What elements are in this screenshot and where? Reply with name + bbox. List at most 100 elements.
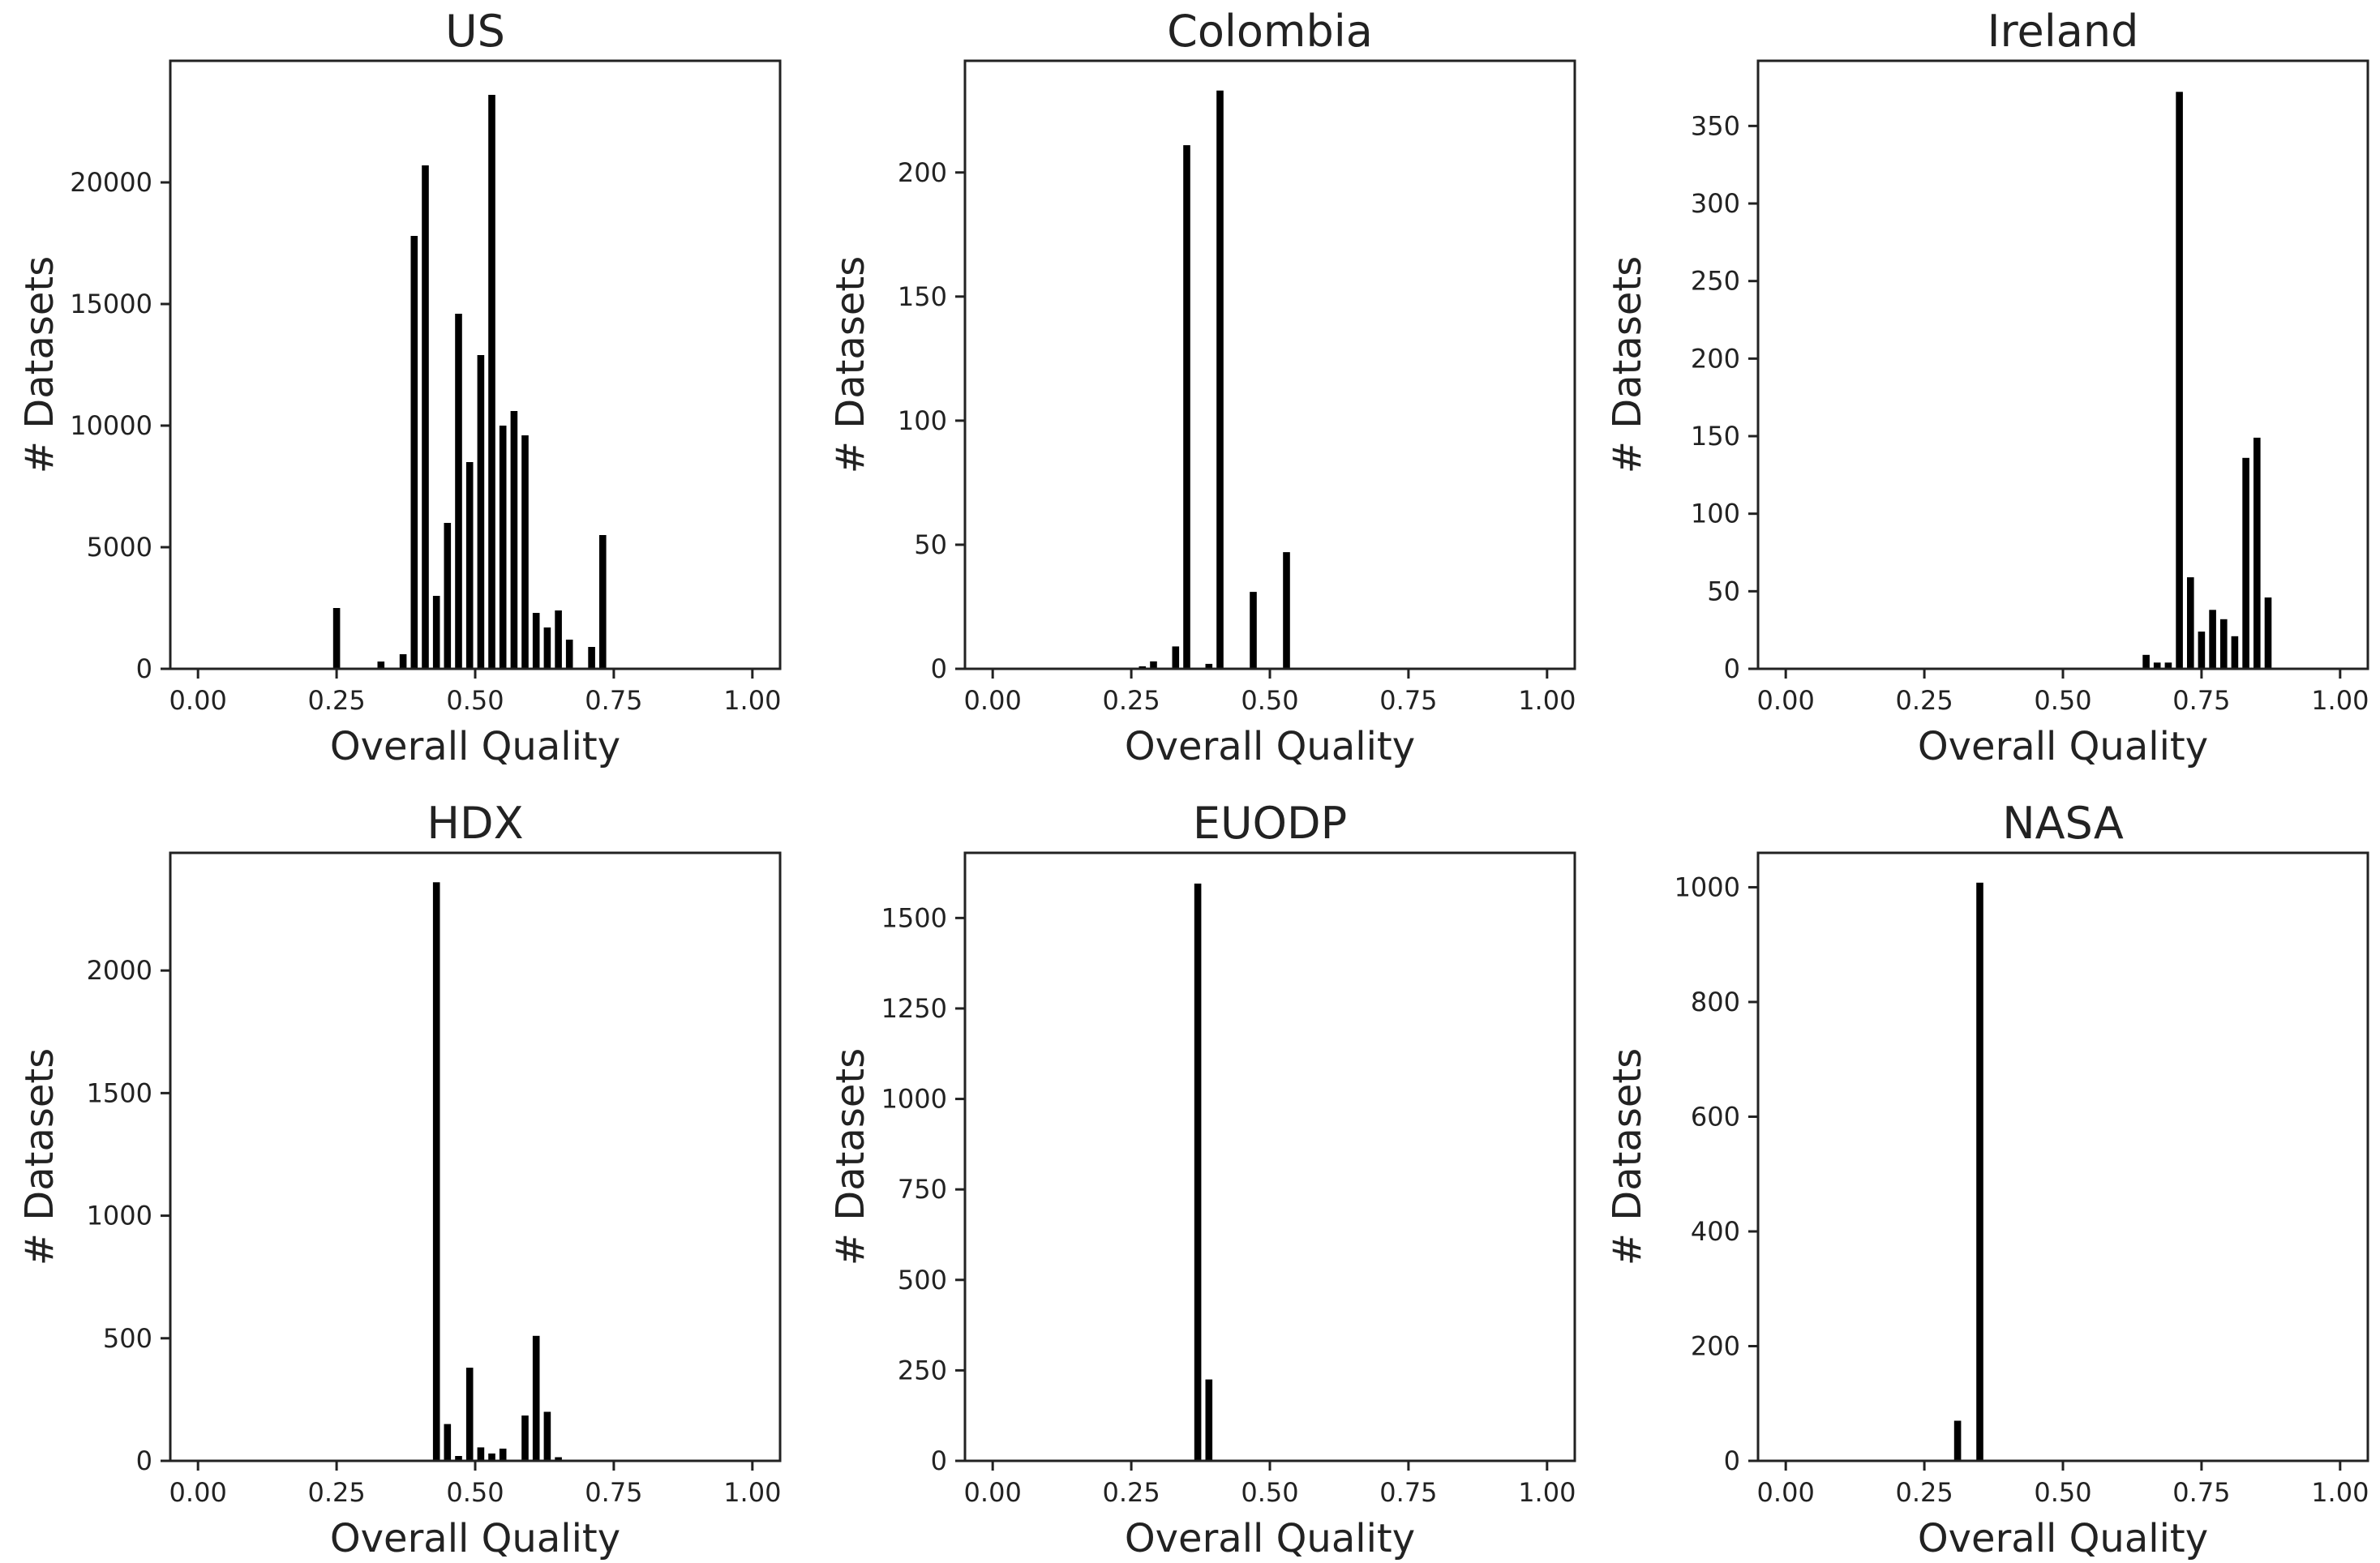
chart-2-ireland-y-tick-label: 100 (1691, 499, 1740, 529)
chart-4-euodp-plot-frame (963, 851, 1576, 1462)
chart-1-colombia-x-tick-label: 0.50 (1241, 685, 1298, 716)
chart-1-colombia-x-tick-label: 0.25 (1102, 685, 1160, 716)
chart-3-hdx-y-tick-label: 2000 (87, 955, 152, 986)
chart-4-euodp-title: EUODP (1193, 798, 1347, 849)
chart-1-colombia-x-axis-label: Overall Quality (1125, 724, 1415, 769)
chart-0-us-y-tick-label: 0 (136, 653, 152, 684)
chart-3-hdx-y-tick-label: 500 (103, 1323, 152, 1354)
chart-0-us-y-tick-label: 5000 (87, 532, 152, 563)
chart-2-ireland-x-axis-label: Overall Quality (1918, 724, 2208, 769)
chart-4-euodp-y-tick-label: 1250 (881, 993, 947, 1024)
chart-3-hdx-y-tick-label: 1500 (87, 1077, 152, 1108)
chart-4-euodp-y-tick-label: 1500 (881, 902, 947, 933)
chart-3-hdx-y-tick-label: 1000 (87, 1201, 152, 1231)
chart-2-ireland-bar (2153, 662, 2161, 669)
chart-5-nasa-y-axis-label: # Datasets (1605, 1048, 1650, 1265)
chart-5-nasa-x-tick-label: 0.00 (1757, 1477, 1815, 1508)
chart-0-us-bar (422, 165, 429, 669)
chart-5-nasa-y-tick-label: 600 (1691, 1101, 1740, 1132)
chart-2-ireland-x-tick-label: 0.00 (1757, 685, 1815, 716)
chart-2-ireland-bar (2142, 654, 2150, 669)
chart-0-us-bar (410, 236, 418, 669)
chart-0-us-x-tick-label: 0.00 (169, 685, 227, 716)
chart-2-ireland-title: Ireland (1988, 6, 2139, 57)
chart-2-ireland-plot-frame (1756, 59, 2369, 670)
chart-2-ireland-y-tick-label: 300 (1691, 188, 1740, 219)
chart-3-hdx-bar (477, 1447, 485, 1461)
chart-0-us-title: US (445, 6, 505, 57)
chart-4-euodp-y-tick-label: 0 (931, 1445, 947, 1476)
chart-4-euodp-y-axis-label: # Datasets (828, 1048, 873, 1265)
chart-2-ireland-x-tick-label: 0.75 (2172, 685, 2230, 716)
chart-3-hdx-x-tick-label: 0.00 (169, 1477, 227, 1508)
chart-3-hdx-x-tick-label: 0.75 (585, 1477, 642, 1508)
chart-1-colombia-bar (1139, 666, 1147, 669)
chart-5-nasa-bar (1976, 882, 1983, 1461)
chart-0-us-bar (543, 627, 551, 669)
chart-4-euodp-y-tick-label: 750 (898, 1174, 947, 1205)
chart-4-euodp-y-tick-label: 500 (898, 1265, 947, 1295)
chart-0-us-bar (532, 613, 540, 669)
chart-2-ireland-x-tick-label: 1.00 (2311, 685, 2369, 716)
chart-0-us-bar (588, 647, 595, 669)
chart-3-hdx-y-axis-label: # Datasets (17, 1048, 62, 1265)
chart-5-nasa-y-tick-label: 1000 (1675, 871, 1740, 902)
chart-0-us-bar (521, 435, 529, 669)
chart-1-colombia-plot-frame (963, 59, 1576, 670)
chart-1-colombia-y-tick-label: 100 (898, 405, 947, 436)
chart-4-euodp-x-tick-label: 0.50 (1241, 1477, 1298, 1508)
chart-3-hdx-title: HDX (427, 798, 523, 849)
chart-0-us: 0.00 0.25 0.50 0.75 1.00 0 5000 10000 15000 20000… (17, 6, 782, 769)
chart-0-us-x-tick-label: 0.75 (585, 685, 642, 716)
chart-2-ireland-x-tick-label: 0.25 (1895, 685, 1953, 716)
chart-4-euodp-x-tick-label: 0.25 (1102, 1477, 1160, 1508)
chart-2-ireland-y-tick-label: 200 (1691, 343, 1740, 374)
chart-3-hdx-bar (432, 882, 440, 1461)
chart-3-hdx: 0.00 0.25 0.50 0.75 1.00 0 500 1000 1500 2000 HDX O… (17, 798, 782, 1561)
chart-5-nasa-y-tick-label: 200 (1691, 1330, 1740, 1361)
chart-1-colombia-bar (1250, 592, 1257, 669)
chart-1-colombia-bar (1183, 145, 1190, 670)
chart-1-colombia-y-tick-label: 0 (931, 653, 947, 684)
chart-1-colombia-x-tick-label: 0.75 (1379, 685, 1437, 716)
chart-2-ireland-bar (2231, 636, 2239, 669)
chart-1-colombia-title: Colombia (1167, 6, 1373, 57)
chart-1-colombia-x-tick-label: 0.00 (964, 685, 1022, 716)
chart-2-ireland-bar (2209, 610, 2216, 669)
chart-5-nasa-title: NASA (2002, 798, 2124, 849)
chart-4-euodp-x-tick-label: 0.00 (964, 1477, 1022, 1508)
chart-0-us-bar (465, 462, 474, 669)
chart-2-ireland-bar (2187, 577, 2194, 669)
chart-1-colombia-y-axis-label: # Datasets (828, 256, 873, 473)
chart-3-hdx-bar (543, 1411, 551, 1461)
chart-1-colombia-bar (1283, 552, 1290, 669)
chart-1-colombia-bar (1216, 90, 1224, 669)
chart-0-us-plot-frame (169, 59, 782, 670)
chart-0-us-x-tick-label: 0.25 (307, 685, 365, 716)
chart-0-us-bar (332, 608, 341, 669)
chart-5-nasa-x-tick-label: 1.00 (2311, 1477, 2369, 1508)
chart-5-nasa-x-axis-label: Overall Quality (1918, 1516, 2208, 1561)
chart-5-nasa-y-tick-label: 800 (1691, 987, 1740, 1017)
chart-1-colombia: 0.00 0.25 0.50 0.75 1.00 0 50 100 150 200 Colombia… (828, 6, 1576, 769)
chart-0-us-y-tick-label: 20000 (70, 167, 152, 198)
chart-3-hdx-bar (444, 1424, 452, 1461)
chart-0-us-y-tick-label: 15000 (70, 289, 152, 319)
chart-1-colombia-bar (1150, 661, 1157, 669)
chart-0-us-x-tick-label: 0.50 (446, 685, 504, 716)
chart-4-euodp-x-tick-label: 1.00 (1518, 1477, 1576, 1508)
chart-0-us-y-axis-label: # Datasets (17, 256, 62, 473)
chart-2-ireland-y-tick-label: 0 (1724, 653, 1740, 684)
chart-5-nasa: 0.00 0.25 0.50 0.75 1.00 0 200 400 600 800 1000 NAS… (1605, 798, 2369, 1561)
chart-3-hdx-x-tick-label: 0.50 (446, 1477, 504, 1508)
chart-4-euodp-y-tick-label: 1000 (881, 1084, 947, 1115)
chart-4-euodp: 0.00 0.25 0.50 0.75 1.00 0 250 500 750 1000 1250 15… (828, 798, 1576, 1561)
chart-0-us-bar (455, 314, 462, 669)
chart-5-nasa-plot-frame (1756, 851, 2369, 1462)
chart-3-hdx-bar (532, 1335, 540, 1461)
chart-3-hdx-x-axis-label: Overall Quality (330, 1516, 620, 1561)
chart-4-euodp-bar (1194, 883, 1202, 1461)
chart-4-euodp-x-tick-label: 0.75 (1379, 1477, 1437, 1508)
chart-2-ireland-bar (2253, 437, 2261, 669)
chart-0-us-bar (565, 640, 573, 669)
